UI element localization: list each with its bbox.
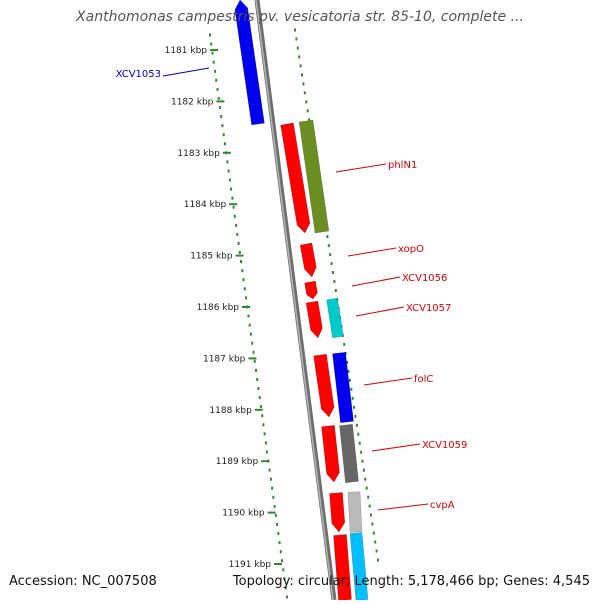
scale-tick-label: 1188 kbp — [209, 406, 252, 416]
gene-arrow[interactable] — [329, 492, 346, 533]
scale-tick-label: 1181 kbp — [165, 46, 208, 56]
accession-label: Accession: NC_007508 — [9, 574, 157, 589]
gene-arrow[interactable] — [333, 534, 352, 601]
map-title: Xanthomonas campestris pv. vesicatoria s… — [76, 9, 524, 25]
sequence-backbone — [254, 0, 337, 601]
scale-tick-label: 1184 kbp — [184, 200, 227, 210]
gene-arrow[interactable] — [313, 353, 335, 418]
gene-arrow[interactable] — [305, 300, 323, 339]
gene-arrow-phlN1[interactable] — [298, 119, 330, 234]
scale-tick-label: 1187 kbp — [203, 354, 246, 364]
scale-tick-label: 1186 kbp — [197, 303, 240, 313]
gene-arrow-XCV1053[interactable] — [234, 0, 265, 126]
gene-arrow-folC[interactable] — [332, 351, 354, 424]
scale-tick-label: 1189 kbp — [216, 457, 259, 467]
gene-arrow[interactable] — [280, 122, 311, 234]
gene-arrow-XCV1059[interactable] — [339, 423, 359, 484]
scale-tick-label: 1183 kbp — [177, 149, 220, 159]
gene-arrow-cvpA[interactable] — [347, 491, 363, 533]
feature-label-XCV1056[interactable]: XCV1056 — [402, 273, 447, 284]
feature-labels: XCV1053 phlN1 xopO XCV1056 XCV1057 folC XCV105… — [116, 67, 467, 511]
scale-tick-label: 1191 kbp — [229, 560, 272, 570]
feature-label-XCV1053[interactable]: XCV1053 — [116, 69, 161, 80]
scale-tick-label: 1185 kbp — [190, 252, 233, 262]
gene-arrow-XCV1056[interactable] — [304, 280, 318, 300]
scale-tick-label: 1190 kbp — [222, 509, 265, 519]
genome-summary: Topology: circular; Length: 5,178,466 bp… — [232, 574, 590, 589]
gene-arrow[interactable] — [349, 532, 369, 601]
scale-tick-label: 1182 kbp — [171, 97, 214, 107]
feature-label-cvpA[interactable]: cvpA — [430, 500, 455, 511]
gene-arrow[interactable] — [321, 424, 340, 483]
feature-label-xopO[interactable]: xopO — [398, 244, 424, 255]
gene-arrow-XCV1057[interactable] — [326, 297, 344, 339]
feature-label-XCV1059[interactable]: XCV1059 — [422, 440, 467, 451]
feature-label-XCV1057[interactable]: XCV1057 — [406, 303, 451, 314]
feature-label-folC[interactable]: folC — [414, 374, 433, 385]
scale-dotted-line-right — [294, 28, 379, 562]
feature-label-phlN1[interactable]: phlN1 — [388, 160, 417, 171]
gene-arrow-xopO[interactable] — [299, 242, 317, 278]
scale-ticks: 1181 kbp 1182 kbp 1183 kbp 1184 kbp 1185 kbp… — [165, 46, 282, 570]
